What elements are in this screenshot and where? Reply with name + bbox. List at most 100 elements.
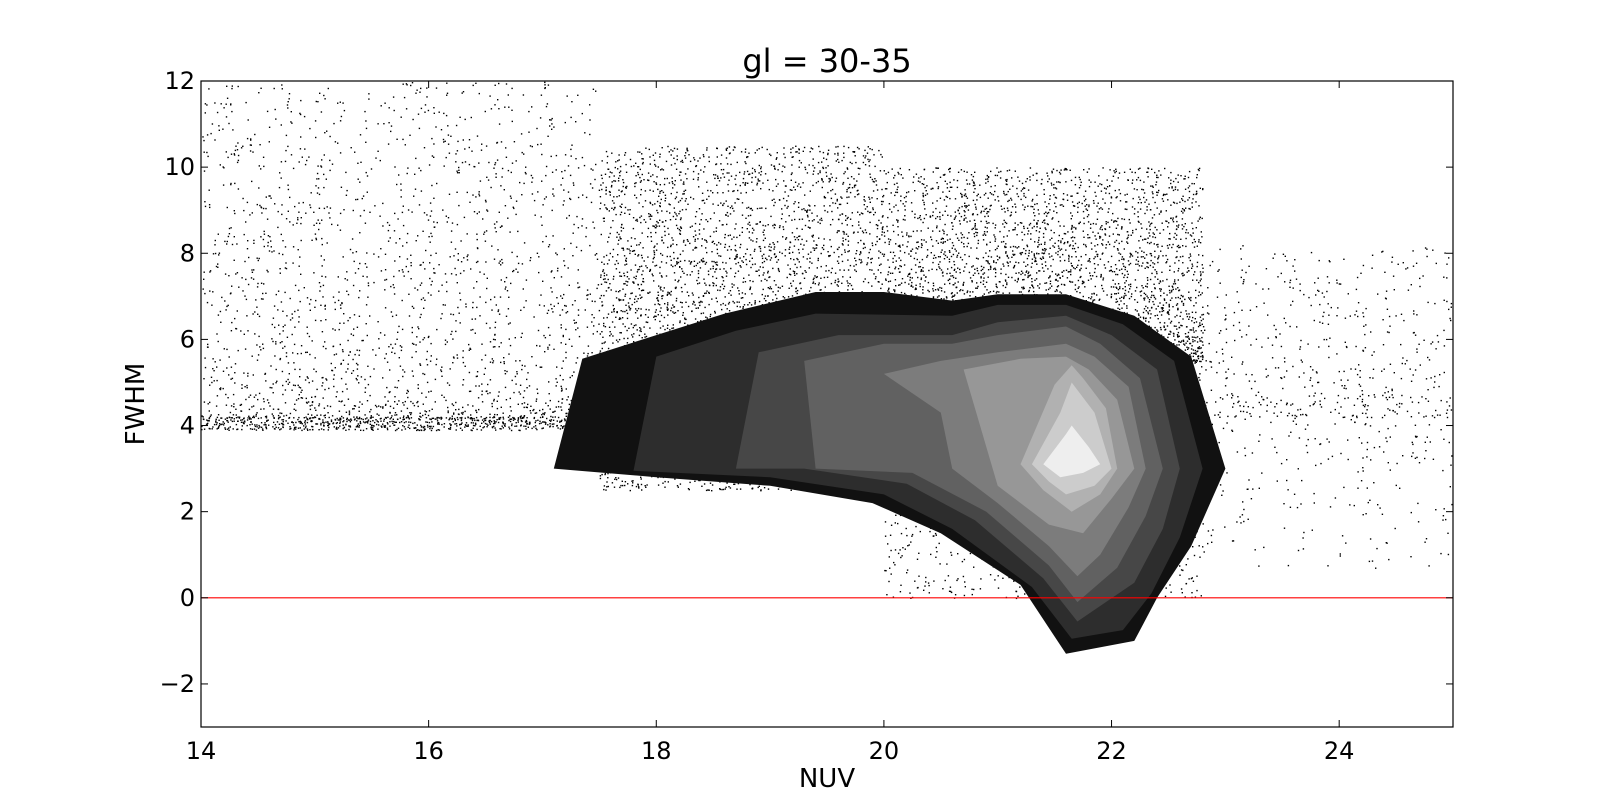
scatter-point <box>676 158 678 161</box>
scatter-point <box>445 281 448 283</box>
scatter-point <box>552 419 555 421</box>
scatter-point <box>337 276 339 278</box>
scatter-point <box>398 400 400 402</box>
scatter-point <box>383 425 385 427</box>
scatter-point <box>619 275 621 277</box>
scatter-point <box>279 172 281 174</box>
scatter-point <box>725 262 727 264</box>
scatter-point <box>256 359 259 361</box>
scatter-point <box>688 488 690 491</box>
scatter-point <box>397 418 399 421</box>
scatter-point <box>586 326 589 328</box>
scatter-point <box>260 236 262 238</box>
scatter-point <box>324 98 326 100</box>
scatter-point <box>262 156 265 158</box>
scatter-point <box>272 426 274 428</box>
scatter-point <box>279 342 282 344</box>
scatter-point <box>431 280 433 283</box>
scatter-point <box>832 202 834 204</box>
scatter-point <box>427 109 430 112</box>
scatter-point <box>214 102 216 104</box>
scatter-point <box>560 327 562 329</box>
scatter-point <box>347 293 350 296</box>
scatter-point <box>305 416 307 418</box>
scatter-point <box>250 144 252 146</box>
scatter-point <box>298 289 300 292</box>
scatter-point <box>304 423 306 425</box>
scatter-point <box>247 283 250 286</box>
scatter-point <box>495 304 497 306</box>
scatter-point <box>295 409 297 412</box>
scatter-point <box>505 399 508 401</box>
scatter-point <box>721 308 723 311</box>
scatter-point <box>446 92 449 94</box>
scatter-point <box>504 281 506 283</box>
scatter-point <box>654 265 656 267</box>
scatter-point <box>287 378 289 381</box>
scatter-point <box>526 417 528 419</box>
scatter-point <box>804 166 806 169</box>
scatter-point <box>677 281 679 283</box>
scatter-point <box>536 388 538 390</box>
scatter-point <box>715 227 718 229</box>
scatter-point <box>706 181 708 183</box>
scatter-point <box>431 421 433 423</box>
scatter-point <box>370 428 373 430</box>
scatter-point <box>539 117 542 119</box>
scatter-point <box>413 427 416 429</box>
scatter-point <box>253 416 255 419</box>
scatter-point <box>345 194 348 196</box>
scatter-point <box>419 412 421 414</box>
scatter-point <box>561 389 563 391</box>
scatter-point <box>587 345 590 347</box>
scatter-point <box>416 429 418 432</box>
scatter-point <box>417 400 419 403</box>
scatter-point <box>275 343 277 345</box>
scatter-point <box>223 348 225 350</box>
scatter-point <box>499 416 502 419</box>
scatter-point <box>855 263 857 266</box>
scatter-point <box>694 240 696 242</box>
scatter-point <box>565 357 567 359</box>
scatter-point <box>860 212 863 214</box>
scatter-point <box>256 203 258 206</box>
scatter-point <box>531 181 533 183</box>
scatter-point <box>560 385 562 388</box>
scatter-point <box>247 330 249 332</box>
scatter-point <box>556 420 558 422</box>
scatter-point <box>300 421 302 423</box>
scatter-point <box>323 186 325 189</box>
scatter-point <box>436 182 438 185</box>
scatter-point <box>554 410 556 412</box>
scatter-point <box>443 396 445 398</box>
scatter-point <box>368 98 370 100</box>
scatter-point <box>288 93 291 95</box>
scatter-point <box>568 284 570 286</box>
scatter-point <box>392 96 395 98</box>
scatter-point <box>526 423 528 425</box>
scatter-point <box>253 269 255 271</box>
scatter-point <box>264 373 266 375</box>
scatter-point <box>411 331 413 334</box>
scatter-point <box>354 405 357 407</box>
scatter-point <box>455 401 457 404</box>
scatter-point <box>365 120 367 122</box>
scatter-point <box>399 256 401 258</box>
scatter-point <box>370 408 372 411</box>
scatter-point <box>345 411 348 413</box>
scatter-point <box>370 426 372 429</box>
scatter-point <box>407 415 409 417</box>
scatter-point <box>469 201 471 203</box>
scatter-point <box>334 141 337 143</box>
scatter-point <box>537 392 539 395</box>
scatter-point <box>384 269 387 271</box>
scatter-point <box>436 420 439 422</box>
scatter-point <box>788 248 790 250</box>
scatter-point <box>377 123 379 125</box>
scatter-point <box>619 175 621 177</box>
scatter-point <box>499 226 502 228</box>
scatter-point <box>277 210 279 213</box>
scatter-point <box>409 412 411 414</box>
scatter-point <box>649 327 651 329</box>
scatter-point <box>474 318 477 320</box>
